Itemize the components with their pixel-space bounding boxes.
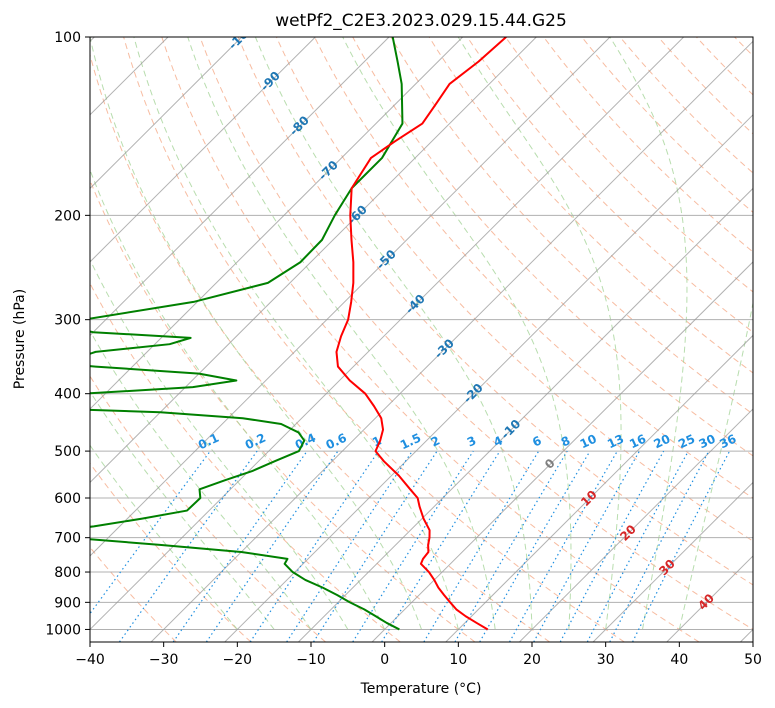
x-tick-label: 40	[670, 652, 688, 668]
moist-adiabat	[187, 37, 496, 630]
x-axis-label: Temperature (°C)	[360, 681, 482, 697]
y-axis: 100 200 300 400 500 600 700 800 900 1000	[45, 30, 90, 638]
moist-adiabat	[133, 37, 459, 630]
dry-adiabat	[619, 37, 753, 174]
mixing-ratio-label: 30	[697, 432, 718, 452]
isotherm-line	[90, 37, 464, 410]
moist-adiabat	[90, 37, 422, 630]
isotherm-line	[519, 408, 753, 642]
mixing-ratio-label: 16	[627, 432, 648, 452]
y-tick-label: 1000	[45, 622, 81, 638]
moist-adiabat	[90, 444, 238, 630]
isotherm-line	[150, 40, 753, 642]
dry-adiabat	[90, 462, 252, 642]
mixing-ratio-line	[312, 450, 438, 642]
x-tick-label: 50	[744, 652, 762, 668]
y-tick-label: 300	[54, 313, 81, 329]
y-tick-label: 600	[54, 491, 81, 507]
moist-adiabat	[90, 390, 275, 630]
x-tick-label: −10	[296, 652, 326, 668]
moist-adiabat	[457, 37, 622, 630]
mixing-ratio-line	[509, 450, 618, 642]
x-tick-label: 20	[523, 652, 541, 668]
mixing-ratio-label: 20	[651, 432, 672, 452]
x-axis: −40 −30 −20 −10 0 10 20 30 40 50	[75, 642, 762, 668]
isotherm-line	[445, 334, 753, 642]
y-tick-label: 100	[54, 30, 81, 46]
moist-adiabat	[678, 300, 753, 630]
mixing-ratio-line	[172, 450, 308, 642]
x-tick-label: 0	[380, 652, 389, 668]
plot-area: 0.10.20.40.611.52346810131620253036-100-…	[90, 37, 753, 642]
isotherm-line	[90, 37, 243, 190]
dry-adiabat	[123, 37, 625, 642]
dry-adiabat	[199, 37, 753, 631]
dry-adiabat	[390, 37, 753, 415]
mixing-ratio-line	[454, 450, 568, 642]
dry-adiabat	[161, 37, 700, 642]
mixing-ratio-line	[381, 450, 501, 642]
dry-adiabat	[314, 37, 753, 499]
mixing-ratio-label: 13	[605, 432, 626, 452]
mixing-ratio-label: 36	[717, 432, 738, 452]
isotherm-line	[298, 187, 753, 642]
x-tick-label: 30	[597, 652, 615, 668]
isotherm-line	[592, 481, 753, 642]
moist-adiabat	[342, 37, 572, 630]
moist-adiabat	[254, 37, 533, 630]
isotherm-line	[371, 261, 753, 642]
dry-adiabat	[352, 37, 753, 457]
mixing-ratio-line	[286, 450, 413, 642]
moist-adiabat	[609, 37, 688, 630]
dewpoint-profile	[90, 37, 404, 631]
mixing-ratio-line	[90, 450, 211, 615]
dry-adiabat	[581, 37, 753, 213]
x-tick-label: 10	[449, 652, 467, 668]
moist-adiabat	[90, 168, 386, 630]
dry-adiabat	[90, 53, 550, 642]
y-tick-label: 700	[54, 531, 81, 547]
mixing-ratio-line	[533, 450, 640, 642]
chart-title: wetPf2_C2E3.2023.029.15.44.G25	[275, 11, 567, 31]
isotherm-line	[224, 114, 753, 642]
plot-frame	[89, 36, 754, 643]
isotherm-line	[90, 37, 537, 484]
y-tick-label: 200	[54, 208, 81, 224]
dry-adiabat	[90, 282, 401, 642]
mixing-ratio-line	[352, 450, 474, 642]
mixing-ratio-line	[479, 450, 591, 642]
isotherm-line	[90, 37, 390, 337]
temperature-profile	[335, 37, 507, 631]
y-axis-label: Pressure (hPa)	[12, 289, 28, 389]
isotherm-line	[90, 37, 685, 631]
mixing-ratio-line	[559, 450, 665, 642]
y-tick-label: 500	[54, 444, 81, 460]
y-tick-label: 900	[54, 595, 81, 611]
mixing-ratio-label: 10	[578, 432, 599, 452]
dry-adiabat	[466, 37, 753, 333]
dry-adiabat	[275, 37, 753, 542]
isotherm-line	[90, 37, 316, 263]
y-tick-label: 800	[54, 565, 81, 581]
x-tick-label: −40	[75, 652, 105, 668]
x-tick-label: −20	[223, 652, 253, 668]
mixing-ratio-line	[423, 450, 540, 642]
x-tick-label: −30	[149, 652, 179, 668]
mixing-ratio-label: 25	[676, 432, 697, 452]
y-tick-label: 400	[54, 387, 81, 403]
